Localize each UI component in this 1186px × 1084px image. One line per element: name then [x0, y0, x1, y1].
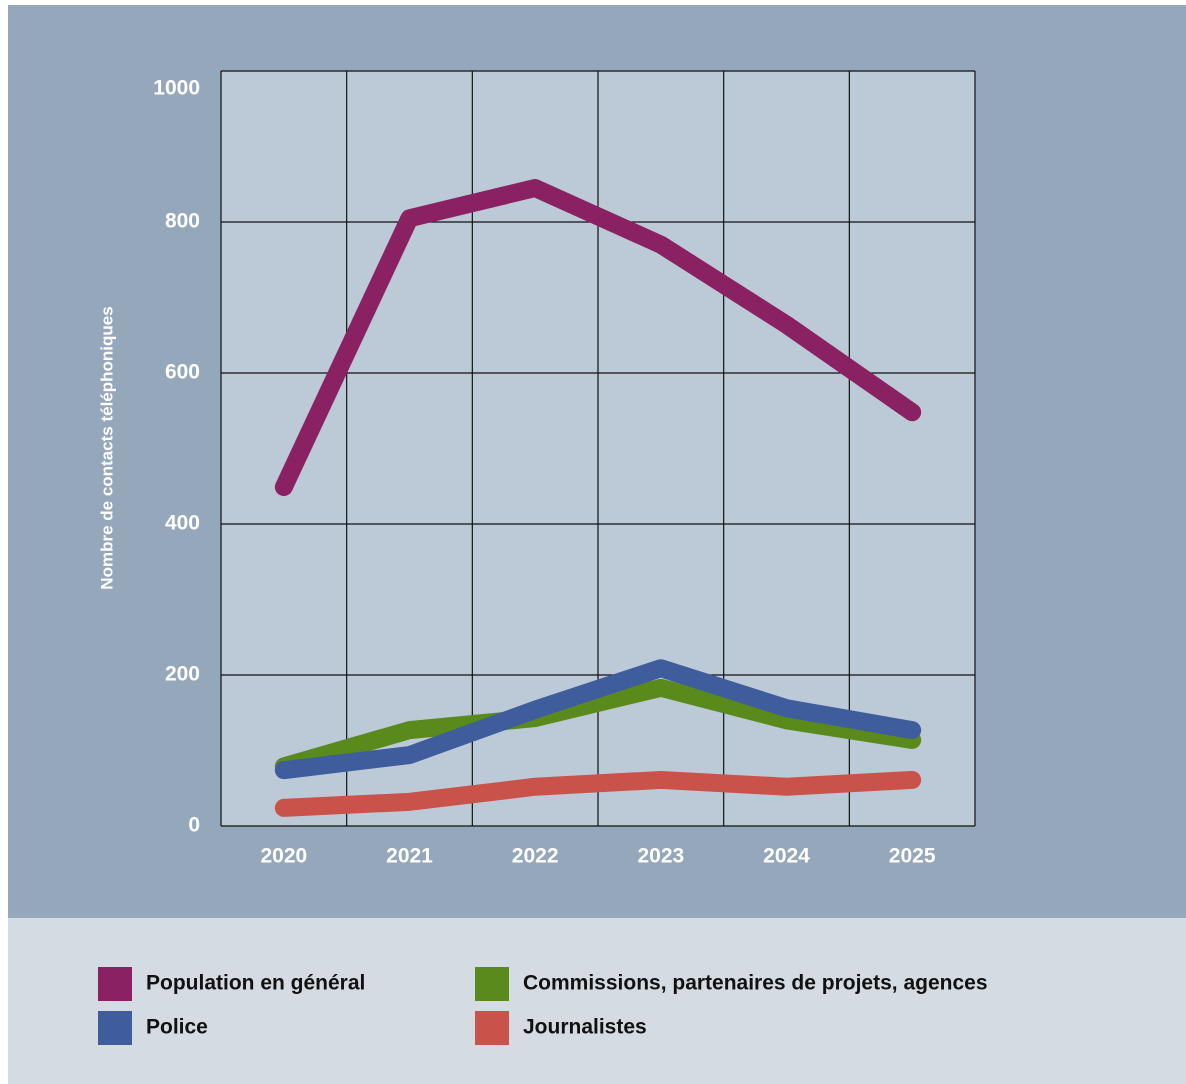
legend-label: Journalistes [523, 1016, 647, 1039]
series-line [274, 770, 922, 817]
x-tick-label: 2025 [889, 845, 936, 868]
legend-label: Commissions, partenaires de projets, age… [523, 972, 988, 995]
y-tick-label: 800 [165, 210, 200, 233]
y-axis-label: Nombre de contacts téléphoniques [97, 306, 116, 589]
y-tick-label: 600 [165, 361, 200, 384]
legend-label: Population en général [146, 972, 365, 995]
x-tick-label: 2024 [763, 845, 810, 868]
legend-swatch [98, 967, 132, 1001]
y-tick-label: 1000 [153, 77, 200, 100]
legend-swatch [475, 1011, 509, 1045]
legend-swatch [475, 967, 509, 1001]
x-tick-label: 2023 [637, 845, 684, 868]
x-tick-label: 2020 [260, 845, 307, 868]
y-tick-label: 0 [188, 814, 200, 837]
series-line [274, 659, 922, 780]
y-tick-label: 200 [165, 663, 200, 686]
legend-panel [8, 918, 1186, 1084]
x-tick-label: 2021 [386, 845, 433, 868]
legend-label: Police [146, 1016, 208, 1039]
x-tick-label: 2022 [512, 845, 559, 868]
series-line [274, 678, 922, 776]
series-line [274, 179, 922, 497]
y-tick-label: 400 [165, 512, 200, 535]
legend-swatch [98, 1011, 132, 1045]
